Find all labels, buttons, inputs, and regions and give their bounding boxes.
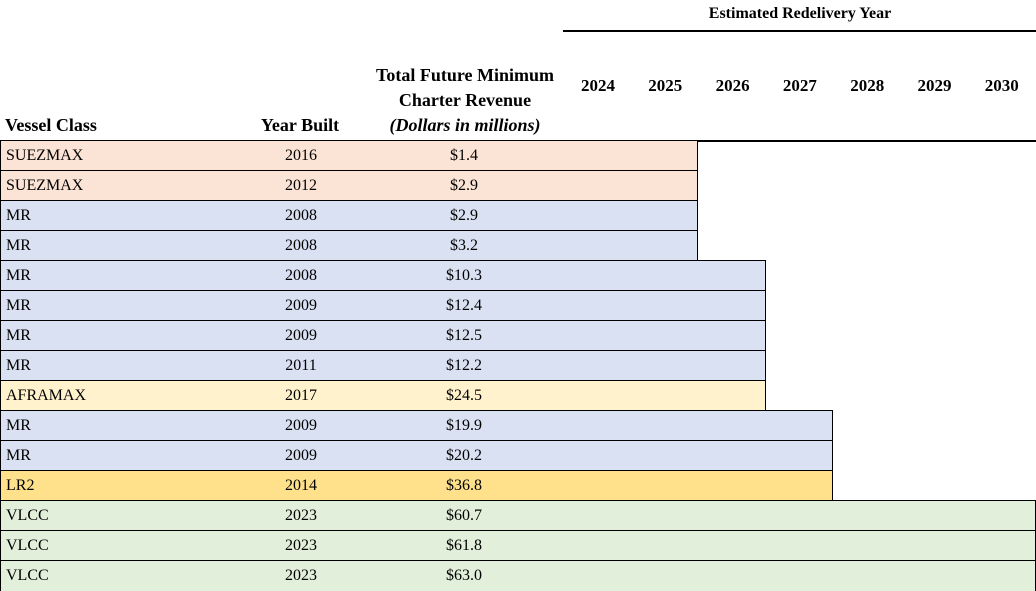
vessel-class-cell: MR	[6, 416, 31, 434]
vessel-row-15: VLCC 2023 $63.0	[0, 560, 1036, 591]
year-label-2025: 2025	[648, 76, 683, 95]
vessel-class-cell: AFRAMAX	[6, 386, 87, 404]
revenue-cell: $12.5	[446, 326, 482, 344]
revenue-cell: $1.4	[450, 146, 478, 164]
column-header-year-built: Year Built	[260, 115, 340, 135]
year-built-cell: 2009	[285, 326, 317, 344]
revenue-cell: $3.2	[450, 236, 478, 254]
revenue-cell: $19.9	[446, 416, 482, 434]
column-header-revenue: Total Future Minimum Charter Revenue (Do…	[340, 63, 590, 138]
year-built-cell: 2011	[285, 356, 317, 374]
revenue-cell: $12.2	[446, 356, 482, 374]
year-label-2024: 2024	[581, 76, 615, 95]
year-built-cell: 2012	[285, 176, 317, 194]
year-built-cell: 2016	[285, 146, 317, 164]
year-built-cell: 2008	[285, 206, 317, 224]
year-built-cell: 2008	[285, 266, 317, 284]
year-label-2026: 2026	[715, 76, 750, 95]
revenue-cell: $61.8	[446, 536, 482, 554]
revenue-header-line-2: Charter Revenue	[398, 90, 532, 110]
year-built-cell: 2014	[285, 476, 317, 494]
vessel-class-cell: SUEZMAX	[6, 176, 84, 194]
vessel-class-cell: LR2	[6, 476, 35, 494]
year-built-cell: 2009	[285, 296, 317, 314]
vessel-row-7: MR 2009 $12.5	[0, 320, 766, 352]
vessel-row-9: AFRAMAX 2017 $24.5	[0, 380, 766, 412]
vessel-class-cell: MR	[6, 356, 31, 374]
revenue-cell: $24.5	[446, 386, 482, 404]
vessel-class-cell: MR	[6, 446, 31, 464]
vessel-row-6: MR 2009 $12.4	[0, 290, 766, 322]
revenue-cell: $20.2	[446, 446, 482, 464]
year-label-2030: 2030	[984, 76, 1019, 95]
vessel-row-4: MR 2008 $3.2	[0, 230, 698, 262]
revenue-cell: $12.4	[446, 296, 482, 314]
year-built-cell: 2009	[285, 416, 317, 434]
vessel-class-cell: SUEZMAX	[6, 146, 84, 164]
revenue-cell: $2.9	[450, 176, 478, 194]
vessel-row-5: MR 2008 $10.3	[0, 260, 766, 292]
vessel-row-3: MR 2008 $2.9	[0, 200, 698, 232]
vessel-row-14: VLCC 2023 $61.8	[0, 530, 1036, 562]
revenue-cell: $2.9	[450, 206, 478, 224]
year-label-2029: 2029	[917, 76, 952, 95]
year-built-cell: 2009	[285, 446, 317, 464]
vessel-row-1: SUEZMAX 2016 $1.4	[0, 140, 698, 172]
revenue-header-line-1: Total Future Minimum	[375, 65, 554, 85]
revenue-cell: $10.3	[446, 266, 482, 284]
revenue-cell: $60.7	[446, 506, 482, 524]
column-header-vessel-class: Vessel Class	[5, 115, 97, 135]
year-built-cell: 2023	[285, 536, 317, 554]
year-built-cell: 2008	[285, 236, 317, 254]
vessel-row-8: MR 2011 $12.2	[0, 350, 766, 382]
vessel-class-cell: MR	[6, 236, 31, 254]
vessel-class-cell: VLCC	[6, 566, 49, 584]
redelivery-group-underline	[563, 30, 1036, 32]
year-label-2027: 2027	[782, 76, 817, 95]
vessel-row-10: MR 2009 $19.9	[0, 410, 833, 442]
redelivery-group-title: Estimated Redelivery Year	[708, 5, 892, 22]
revenue-cell: $63.0	[446, 566, 482, 584]
vessel-row-2: SUEZMAX 2012 $2.9	[0, 170, 698, 202]
revenue-header-line-3: (Dollars in millions)	[389, 115, 541, 135]
vessel-class-cell: VLCC	[6, 506, 49, 524]
revenue-cell: $36.8	[446, 476, 482, 494]
vessel-class-cell: MR	[6, 326, 31, 344]
vessel-class-cell: VLCC	[6, 536, 49, 554]
year-built-cell: 2017	[285, 386, 317, 404]
vessel-row-13: VLCC 2023 $60.7	[0, 500, 1036, 532]
vessel-class-cell: MR	[6, 296, 31, 314]
vessel-class-cell: MR	[6, 266, 31, 284]
vessel-class-cell: MR	[6, 206, 31, 224]
vessel-row-11: MR 2009 $20.2	[0, 440, 833, 472]
year-built-cell: 2023	[285, 566, 317, 584]
vessel-row-12: LR2 2014 $36.8	[0, 470, 833, 502]
year-built-cell: 2023	[285, 506, 317, 524]
year-label-2028: 2028	[850, 76, 885, 95]
